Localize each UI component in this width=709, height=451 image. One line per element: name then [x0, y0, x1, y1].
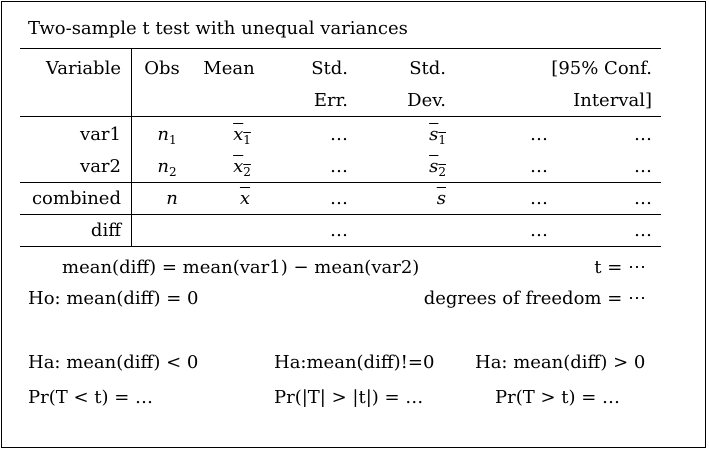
header-std-err-line1: Std. [311, 58, 348, 79]
ha-less-than: Ha: mean(diff) < 0 [28, 352, 199, 373]
header-mean: Mean [203, 58, 255, 79]
row-var1-ci-low: … [530, 124, 548, 145]
pr-not-equal: Pr(|T| > |t|) = … [274, 387, 424, 408]
rule-top [20, 48, 661, 49]
row-var1-ci-high: … [634, 124, 652, 145]
rule-combined [20, 214, 661, 215]
row-combined-ci-high: … [634, 188, 652, 209]
row-var1-se: … [330, 124, 348, 145]
row-combined-mean: x [239, 188, 251, 209]
header-std-dev-line1: Std. [409, 58, 446, 79]
header-ci-line1: [95% Conf. [551, 58, 652, 79]
header-std-dev-line2: Dev. [407, 90, 446, 111]
row-diff-ci-low: … [530, 220, 548, 241]
row-var2-ci-low: … [530, 156, 548, 177]
row-diff-se: … [330, 220, 348, 241]
row-var1-mean: x1 [233, 124, 251, 147]
rule-header [20, 116, 661, 117]
row-var2-ci-high: … [634, 156, 652, 177]
row-var2-label: var2 [80, 156, 121, 177]
row-combined-se: … [330, 188, 348, 209]
rule-label-column [131, 48, 132, 246]
row-var2-mean: x2 [233, 156, 251, 179]
ha-greater-than: Ha: mean(diff) > 0 [475, 352, 646, 373]
row-var2-sd: s2 [429, 156, 446, 179]
row-var2-se: … [330, 156, 348, 177]
table-title: Two-sample t test with unequal variances [28, 18, 408, 39]
t-statistic: t = ⋯ [594, 257, 646, 278]
pr-greater-than: Pr(T > t) = … [495, 387, 621, 408]
rule-diff [20, 246, 661, 247]
row-combined-ci-low: … [530, 188, 548, 209]
pr-less-than: Pr(T < t) = … [28, 387, 154, 408]
row-diff-label: diff [90, 220, 121, 241]
degrees-of-freedom: degrees of freedom = ⋯ [423, 288, 646, 309]
row-combined-obs: n [166, 188, 178, 209]
diff-definition: mean(diff) = mean(var1) − mean(var2) [62, 257, 420, 278]
null-hypothesis: Ho: mean(diff) = 0 [28, 288, 199, 309]
row-diff-ci-high: … [634, 220, 652, 241]
row-combined-label: combined [31, 188, 121, 209]
row-var1-label: var1 [80, 124, 121, 145]
rule-var-rows [20, 182, 661, 183]
header-std-err-line2: Err. [313, 90, 348, 111]
header-ci-line2: Interval] [573, 90, 652, 111]
header-obs: Obs [144, 58, 180, 79]
row-var1-sd: s1 [429, 124, 446, 147]
ha-not-equal: Ha:mean(diff)!=0 [274, 352, 435, 373]
row-combined-sd: s [436, 188, 446, 209]
row-var1-obs: n1 [157, 124, 177, 147]
row-var2-obs: n2 [157, 156, 177, 179]
header-variable: Variable [45, 58, 121, 79]
